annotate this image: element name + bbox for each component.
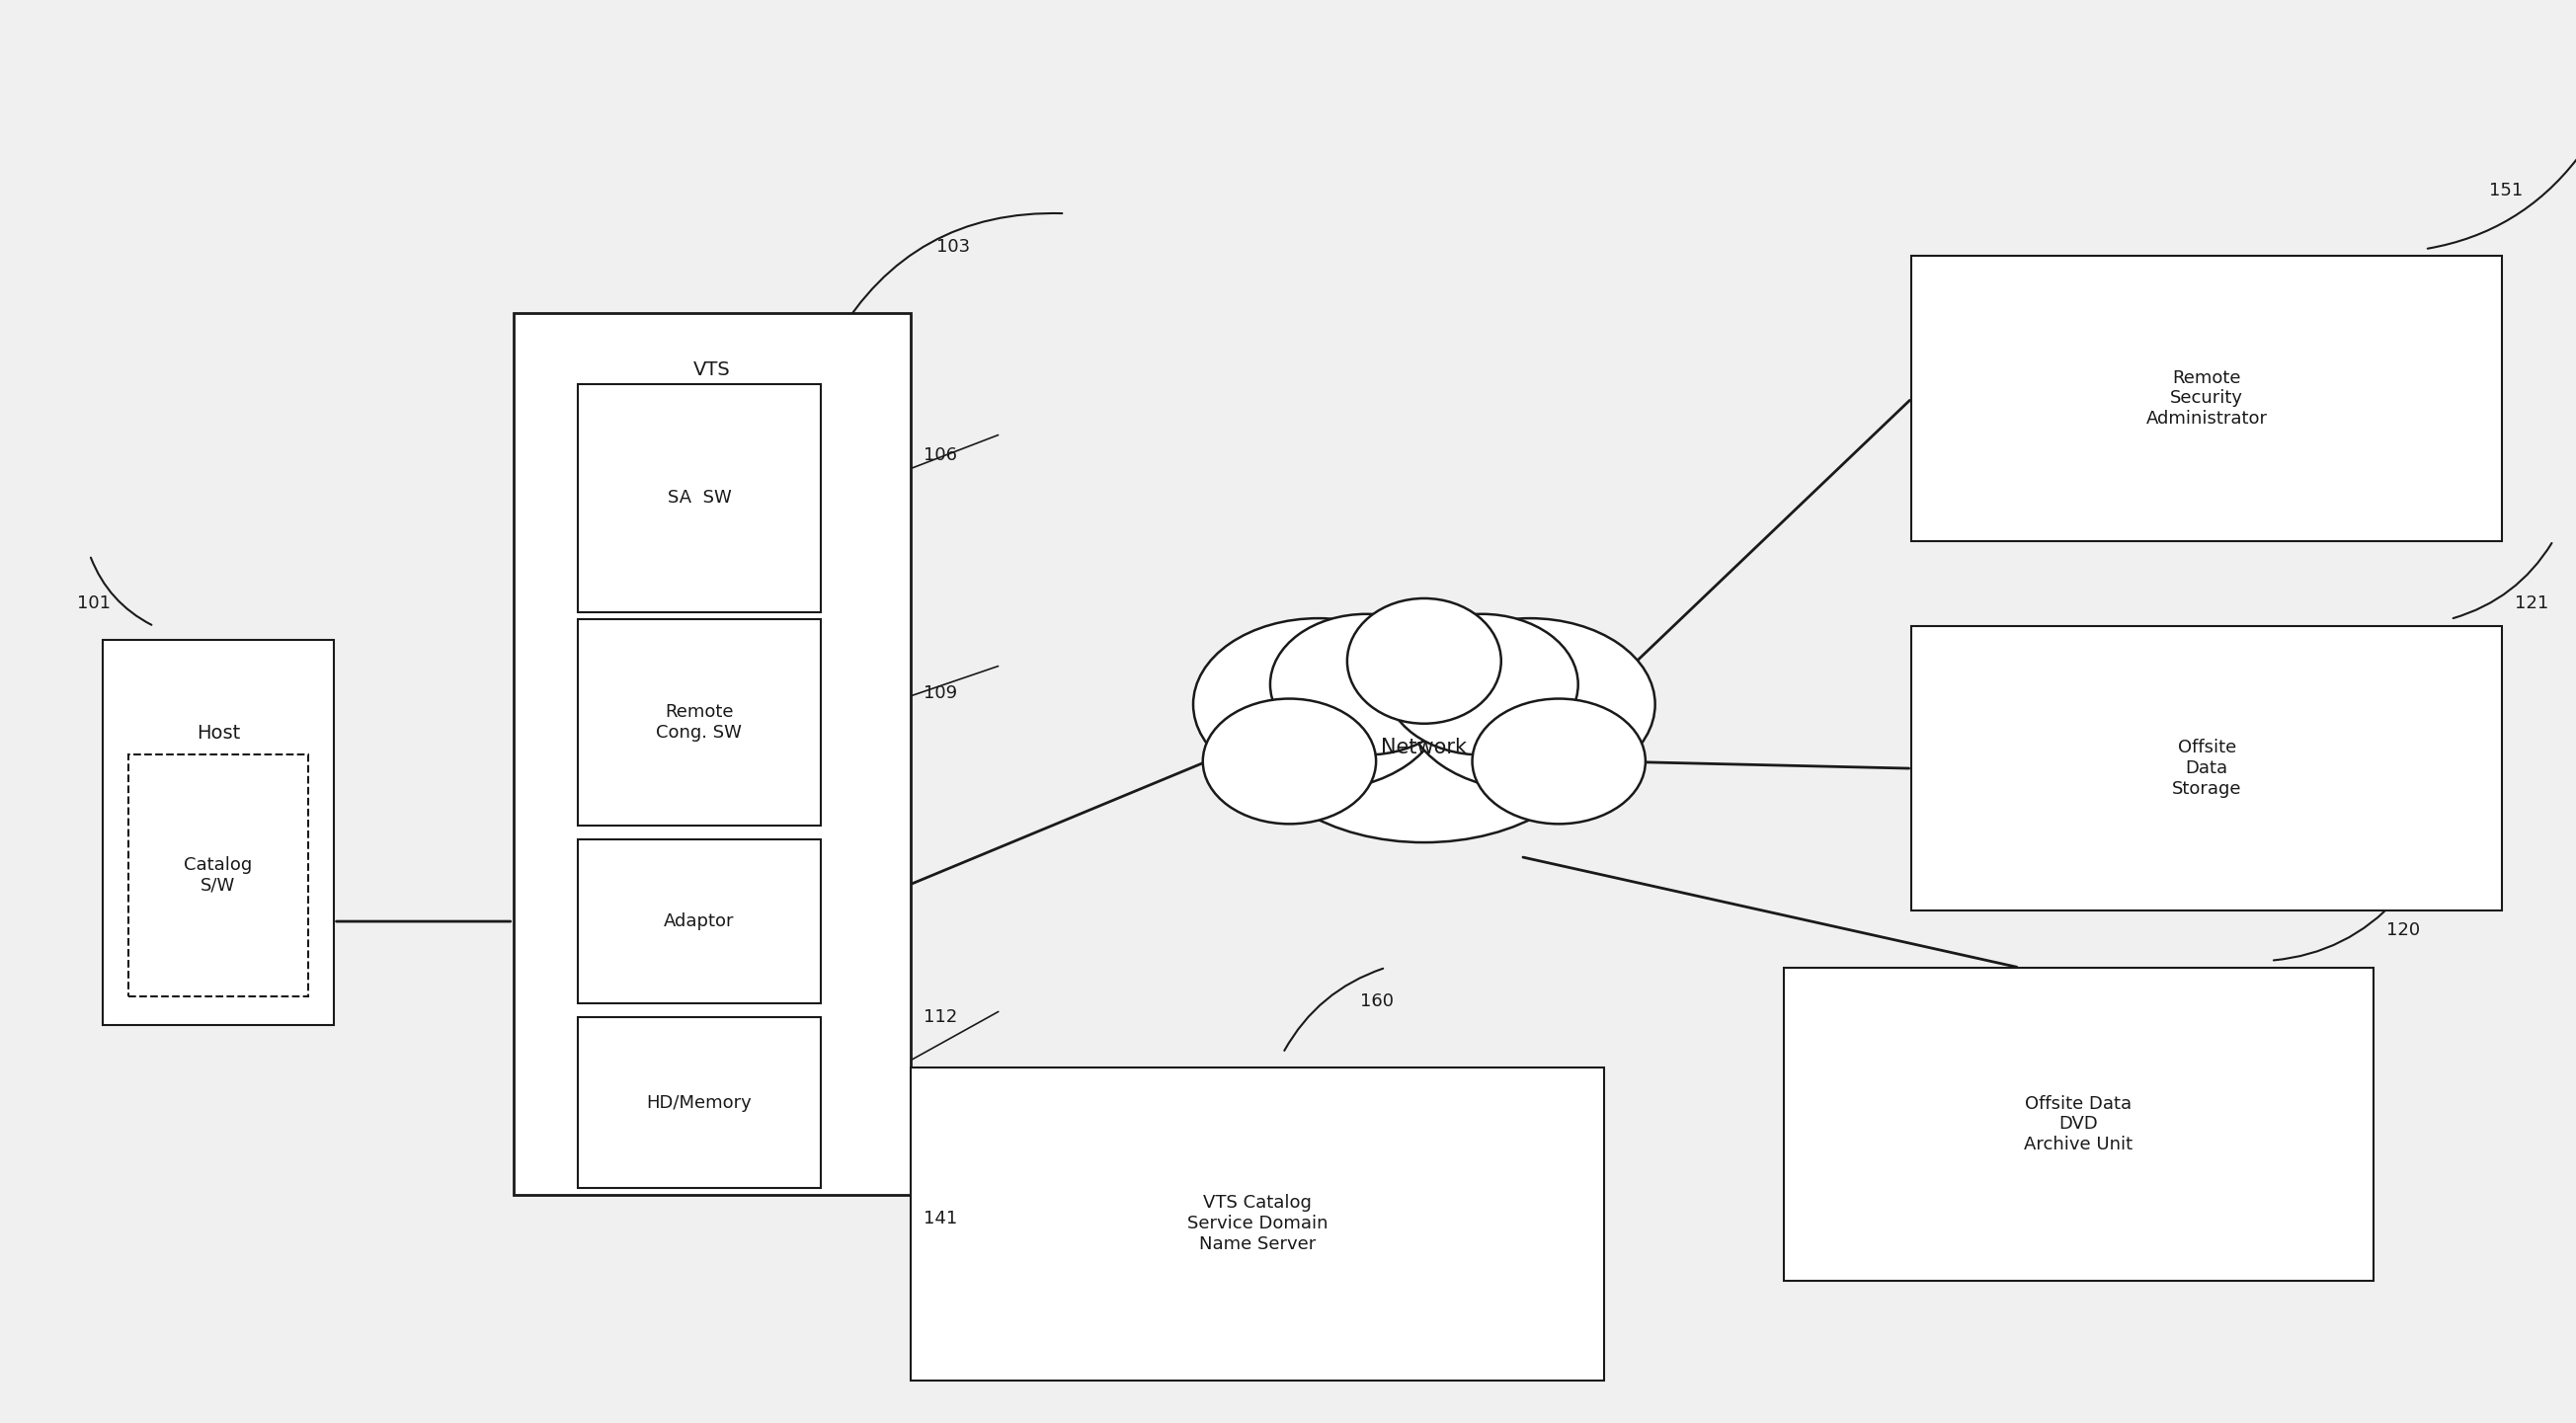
Text: Offsite Data
DVD
Archive Unit: Offsite Data DVD Archive Unit (2025, 1094, 2133, 1154)
Text: 120: 120 (2385, 922, 2419, 939)
FancyBboxPatch shape (912, 1067, 1605, 1380)
Ellipse shape (1193, 618, 1443, 791)
Text: 109: 109 (925, 684, 958, 703)
FancyBboxPatch shape (513, 313, 912, 1195)
FancyBboxPatch shape (1783, 968, 2372, 1281)
Text: 160: 160 (1360, 993, 1394, 1010)
Ellipse shape (1203, 699, 1376, 824)
Text: Catalog
S/W: Catalog S/W (183, 857, 252, 894)
FancyBboxPatch shape (577, 840, 822, 1003)
Ellipse shape (1270, 615, 1463, 754)
Text: Adaptor: Adaptor (665, 912, 734, 931)
FancyBboxPatch shape (129, 754, 309, 996)
Text: 101: 101 (77, 595, 111, 612)
Text: SA  SW: SA SW (667, 490, 732, 507)
Text: 151: 151 (2488, 182, 2522, 199)
Ellipse shape (1386, 615, 1579, 754)
Text: Offsite
Data
Storage: Offsite Data Storage (2172, 739, 2241, 798)
Text: Network: Network (1381, 737, 1468, 757)
Text: 112: 112 (925, 1009, 958, 1026)
Ellipse shape (1252, 623, 1597, 842)
FancyBboxPatch shape (1911, 256, 2501, 541)
FancyBboxPatch shape (577, 619, 822, 825)
FancyBboxPatch shape (577, 1017, 822, 1188)
Text: Remote
Security
Administrator: Remote Security Administrator (2146, 369, 2267, 428)
Text: 121: 121 (2514, 595, 2548, 612)
FancyBboxPatch shape (1911, 626, 2501, 911)
Text: VTS: VTS (693, 360, 732, 380)
FancyBboxPatch shape (577, 384, 822, 612)
Text: 103: 103 (938, 239, 971, 256)
Text: 106: 106 (925, 447, 958, 464)
Text: Host: Host (196, 723, 240, 743)
Text: 141: 141 (925, 1210, 958, 1227)
Text: Remote
Cong. SW: Remote Cong. SW (657, 703, 742, 741)
Ellipse shape (1347, 599, 1502, 724)
Text: HD/Memory: HD/Memory (647, 1094, 752, 1111)
Text: VTS Catalog
Service Domain
Name Server: VTS Catalog Service Domain Name Server (1188, 1194, 1327, 1254)
Ellipse shape (1473, 699, 1646, 824)
FancyBboxPatch shape (103, 640, 332, 1025)
Ellipse shape (1404, 618, 1656, 791)
